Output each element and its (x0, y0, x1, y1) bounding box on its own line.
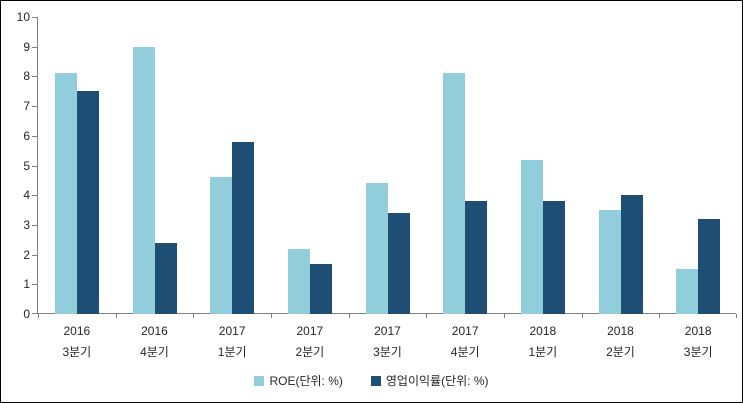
roe-bar (210, 177, 233, 314)
x-axis-category-label: 2016 4분기 (116, 321, 194, 363)
x-axis-category-year: 2017 (374, 324, 401, 338)
operating-profit-margin-bar (465, 201, 488, 314)
y-axis-tick-mark (32, 46, 37, 48)
chart-legend: ROE(단위: %) 영업이익률(단위: %) (1, 372, 742, 389)
x-axis-tick-mark (581, 314, 583, 318)
x-axis-category-quarter: 3분기 (683, 345, 713, 359)
y-axis-tick-mark (32, 17, 37, 18)
y-axis-tick-label: 9 (23, 39, 30, 54)
x-axis-category-label: 2018 2분기 (582, 321, 660, 363)
y-axis-tick-mark (32, 313, 37, 314)
y-axis-tick-label: 7 (23, 99, 30, 114)
legend-label-roe: ROE(단위: %) (269, 374, 343, 388)
x-axis-category-year: 2018 (529, 324, 557, 338)
x-axis-tick-mark (271, 314, 272, 318)
operating-profit-margin-bar (698, 218, 721, 314)
y-axis-tick-label: 2 (23, 247, 30, 262)
roe-bar (676, 269, 699, 314)
y-axis-tick-label: 0 (23, 307, 30, 321)
y-axis-tick-label: 3 (23, 217, 30, 232)
x-axis-category-label: 2017 1분기 (193, 321, 271, 363)
y-axis-tick-label: 6 (23, 128, 30, 143)
legend-item-roe: ROE(단위: %) (254, 372, 343, 389)
x-axis-category-label: 2017 4분기 (426, 321, 504, 363)
x-axis-category-year: 2016 (63, 324, 91, 338)
x-axis-category-quarter: 4분기 (450, 345, 480, 359)
x-axis-category-label: 2016 3분기 (38, 321, 116, 363)
x-axis-category-year: 2018 (607, 324, 634, 338)
roe-bar (443, 73, 466, 314)
roe-bar (54, 73, 77, 314)
y-axis-tick-label: 5 (23, 158, 30, 173)
roe-bar (365, 183, 388, 314)
y-axis-tick-label: 8 (23, 69, 30, 84)
x-axis-category-year: 2017 (451, 324, 479, 338)
x-axis-category-year: 2017 (296, 324, 324, 338)
roe-bar (287, 248, 310, 314)
y-axis-tick-mark (32, 284, 37, 286)
legend-swatch-roe (254, 375, 265, 386)
x-axis-tick-mark (193, 314, 195, 318)
legend-swatch-operating-profit-margin (370, 375, 381, 386)
roe-bar (520, 159, 543, 314)
x-axis-category-quarter: 1분기 (528, 345, 558, 359)
x-axis-category-label: 2018 1분기 (504, 321, 582, 363)
operating-profit-margin-bar (387, 213, 410, 314)
y-axis-tick-mark (32, 254, 37, 256)
legend-label-operating-profit-margin: 영업이익률(단위: %) (385, 374, 489, 388)
x-axis-category-year: 2017 (218, 324, 246, 338)
x-axis-tick-mark (504, 314, 505, 318)
x-axis-tick-mark (38, 314, 39, 318)
operating-profit-margin-bar (154, 242, 177, 314)
x-axis-category-label: 2018 3분기 (659, 321, 737, 363)
y-axis-tick-mark (32, 76, 37, 78)
x-axis-category-quarter: 3분기 (373, 345, 402, 359)
x-axis-category-year: 2018 (684, 324, 712, 338)
legend-item-operating-profit-margin: 영업이익률(단위: %) (370, 372, 489, 389)
x-axis-category-quarter: 3분기 (62, 345, 92, 359)
x-axis-tick-mark (736, 314, 737, 318)
plot-area: 0 1 2 3 4 5 6 7 8 9 10 2016 3분기 2016 4분기 2017 1분기 2017 2분기… (17, 10, 737, 359)
x-axis-category-label: 2017 3분기 (349, 321, 427, 363)
y-axis-tick-mark (32, 165, 37, 167)
y-axis-tick-mark (32, 106, 37, 108)
operating-profit-margin-bar (76, 91, 99, 314)
x-axis-tick-mark (115, 314, 117, 318)
y-axis-tick-label: 10 (16, 10, 30, 24)
operating-profit-margin-bar (542, 201, 565, 314)
y-axis-tick-mark (32, 224, 37, 226)
x-axis-category-quarter: 4분기 (140, 345, 169, 359)
operating-profit-margin-bar (620, 195, 643, 314)
y-axis-tick-label: 4 (23, 188, 30, 203)
roe-bar (598, 210, 621, 314)
x-axis-tick-mark (348, 314, 350, 318)
x-axis-category-year: 2016 (141, 324, 168, 338)
y-axis-tick-mark (32, 135, 37, 137)
roe-bar (132, 46, 155, 314)
x-axis-category-quarter: 2분기 (295, 345, 325, 359)
x-axis-category-quarter: 2분기 (606, 345, 635, 359)
x-axis-category-quarter: 1분기 (217, 345, 247, 359)
y-axis-tick-mark (32, 195, 37, 197)
x-axis-tick-mark (659, 314, 661, 318)
operating-profit-margin-bar (309, 263, 332, 314)
operating-profit-margin-bar (232, 141, 255, 314)
x-axis-tick-mark (426, 314, 428, 318)
y-axis-tick-label: 1 (23, 277, 30, 292)
x-axis-category-label: 2017 2분기 (271, 321, 349, 363)
